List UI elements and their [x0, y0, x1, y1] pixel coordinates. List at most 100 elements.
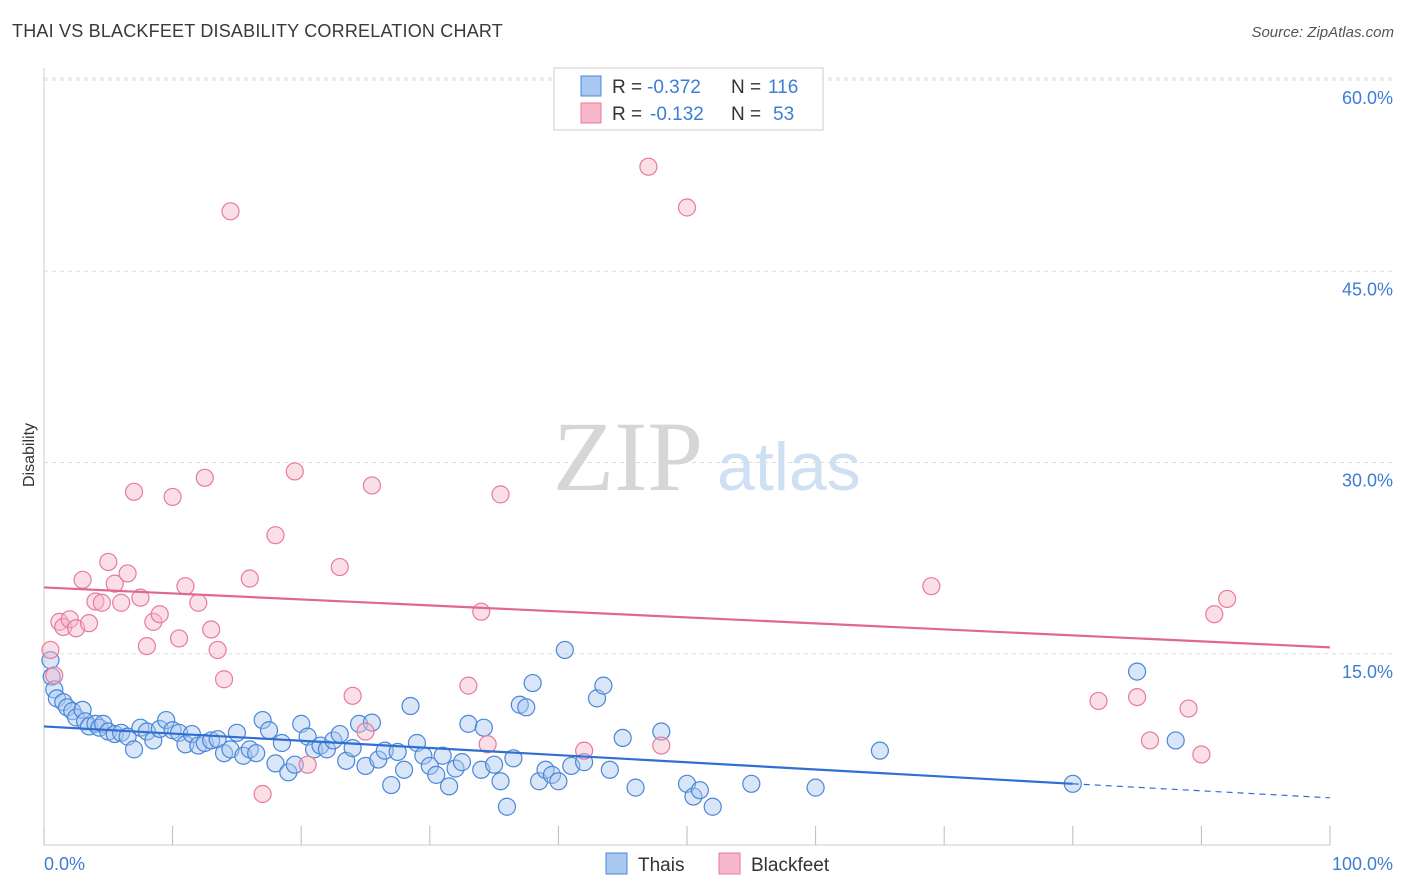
blackfeet-point-39	[478, 735, 497, 754]
thais-point-67	[439, 777, 459, 796]
chart-title: THAI VS BLACKFEET DISABILITY CORRELATION…	[12, 21, 503, 41]
blackfeet-point-42	[639, 157, 658, 176]
thais-point-90	[613, 728, 632, 748]
thais-point-70	[459, 714, 478, 733]
blackfeet-point-4	[60, 610, 79, 629]
blackfeet-point-25	[208, 640, 227, 660]
blackfeet-point-44	[677, 198, 697, 217]
x-tick-label-100: 100.0%	[1332, 854, 1393, 874]
blackfeet-point-43	[652, 736, 671, 755]
blackfeet-point-30	[266, 526, 285, 545]
blackfeet-point-34	[343, 686, 362, 705]
blackfeet-point-31	[285, 462, 304, 481]
thais-point-50	[330, 724, 349, 744]
blackfeet-point-14	[124, 482, 144, 501]
blackfeet-point-16	[137, 636, 156, 656]
blackfeet-point-46	[1089, 691, 1108, 711]
thais-point-59	[388, 742, 407, 762]
thais-point-72	[474, 718, 493, 737]
thais-point-34	[227, 723, 246, 742]
thais-point-43	[285, 755, 304, 774]
thais-point-58	[382, 775, 401, 795]
thais-point-60	[394, 760, 414, 779]
thais-point-84	[555, 640, 574, 660]
thais-point-61	[401, 696, 420, 716]
thais-point-78	[517, 698, 536, 717]
axes	[43, 68, 1331, 846]
blackfeet-n-label: N =	[731, 104, 761, 125]
thais-point-37	[247, 744, 266, 763]
thais-point-96	[703, 797, 722, 816]
thais-trend-line	[43, 725, 1073, 785]
blackfeet-point-40	[491, 485, 510, 504]
blackfeet-point-19	[163, 487, 182, 507]
blackfeet-point-33	[330, 557, 349, 577]
thais-point-75	[497, 797, 517, 816]
trend-lines	[43, 586, 1331, 799]
source-credit: Source: ZipAtlas.com	[1251, 24, 1394, 41]
thais-point-76	[504, 749, 523, 768]
blackfeet-point-24	[202, 620, 221, 639]
blackfeet-point-36	[362, 476, 382, 495]
thais-point-101	[1127, 662, 1147, 681]
blackfeet-point-47	[1127, 687, 1147, 707]
blackfeet-r-label: R =	[612, 104, 642, 125]
thais-point-89	[600, 760, 619, 779]
blackfeet-point-41	[575, 741, 594, 760]
thais-point-98	[806, 778, 825, 797]
blackfeet-point-6	[73, 570, 92, 589]
thais-point-26	[176, 735, 195, 754]
thais-swatch	[580, 75, 602, 97]
thais-point-65	[427, 765, 446, 784]
blackfeet-point-49	[1179, 699, 1198, 718]
x-tick-label-0: 0.0%	[44, 854, 85, 874]
thais-point-88	[594, 676, 613, 695]
blackfeet-point-1	[45, 666, 64, 685]
thais-point-48	[317, 740, 337, 759]
blackfeet-point-35	[356, 722, 375, 741]
blackfeet-point-18	[150, 605, 169, 624]
thais-point-39	[259, 721, 279, 740]
legend-blackfeet-label: Blackfeet	[751, 855, 830, 876]
y-axis-title: Disability	[21, 423, 38, 487]
y-tick-label-15: 15.0%	[1342, 662, 1393, 682]
watermark: ZIP atlas	[553, 401, 861, 512]
thais-point-66	[433, 746, 452, 765]
blackfeet-point-12	[112, 593, 131, 612]
thais-point-8	[73, 700, 92, 719]
blackfeet-point-48	[1140, 731, 1160, 750]
thais-n-value: 116	[768, 77, 798, 98]
thais-point-52	[343, 738, 362, 758]
blackfeet-point-8	[86, 592, 105, 611]
blackfeet-n-value: 53	[773, 104, 794, 125]
blackfeet-point-21	[176, 577, 195, 596]
series-blackfeet-points	[41, 157, 1237, 804]
thais-point-95	[690, 781, 709, 800]
blackfeet-point-20	[169, 629, 189, 648]
watermark-atlas: atlas	[717, 429, 861, 505]
blackfeet-r-value: -0.132	[650, 104, 704, 125]
thais-point-79	[523, 673, 542, 693]
thais-point-83	[549, 772, 568, 791]
thais-point-97	[742, 774, 761, 793]
thais-point-92	[652, 722, 671, 741]
legend-thais-swatch	[605, 852, 628, 875]
legend-blackfeet-swatch	[718, 852, 741, 875]
thais-point-38	[253, 710, 272, 730]
blackfeet-point-29	[253, 784, 272, 804]
blackfeet-point-11	[105, 574, 124, 593]
blackfeet-point-50	[1192, 745, 1211, 764]
blackfeet-point-38	[472, 602, 491, 621]
thais-point-56	[369, 750, 388, 769]
blackfeet-point-10	[99, 552, 118, 572]
thais-trend-extension	[1072, 783, 1331, 799]
thais-point-41	[272, 733, 292, 753]
series-legend: Thais Blackfeet	[605, 852, 830, 876]
thais-n-label: N =	[731, 77, 761, 98]
stats-legend: R = -0.372 N = 116 R = -0.132 N = 53	[553, 67, 824, 131]
thais-point-23	[157, 710, 176, 730]
blackfeet-point-32	[298, 755, 317, 774]
thais-r-label: R =	[612, 77, 642, 98]
blackfeet-point-13	[118, 564, 137, 583]
